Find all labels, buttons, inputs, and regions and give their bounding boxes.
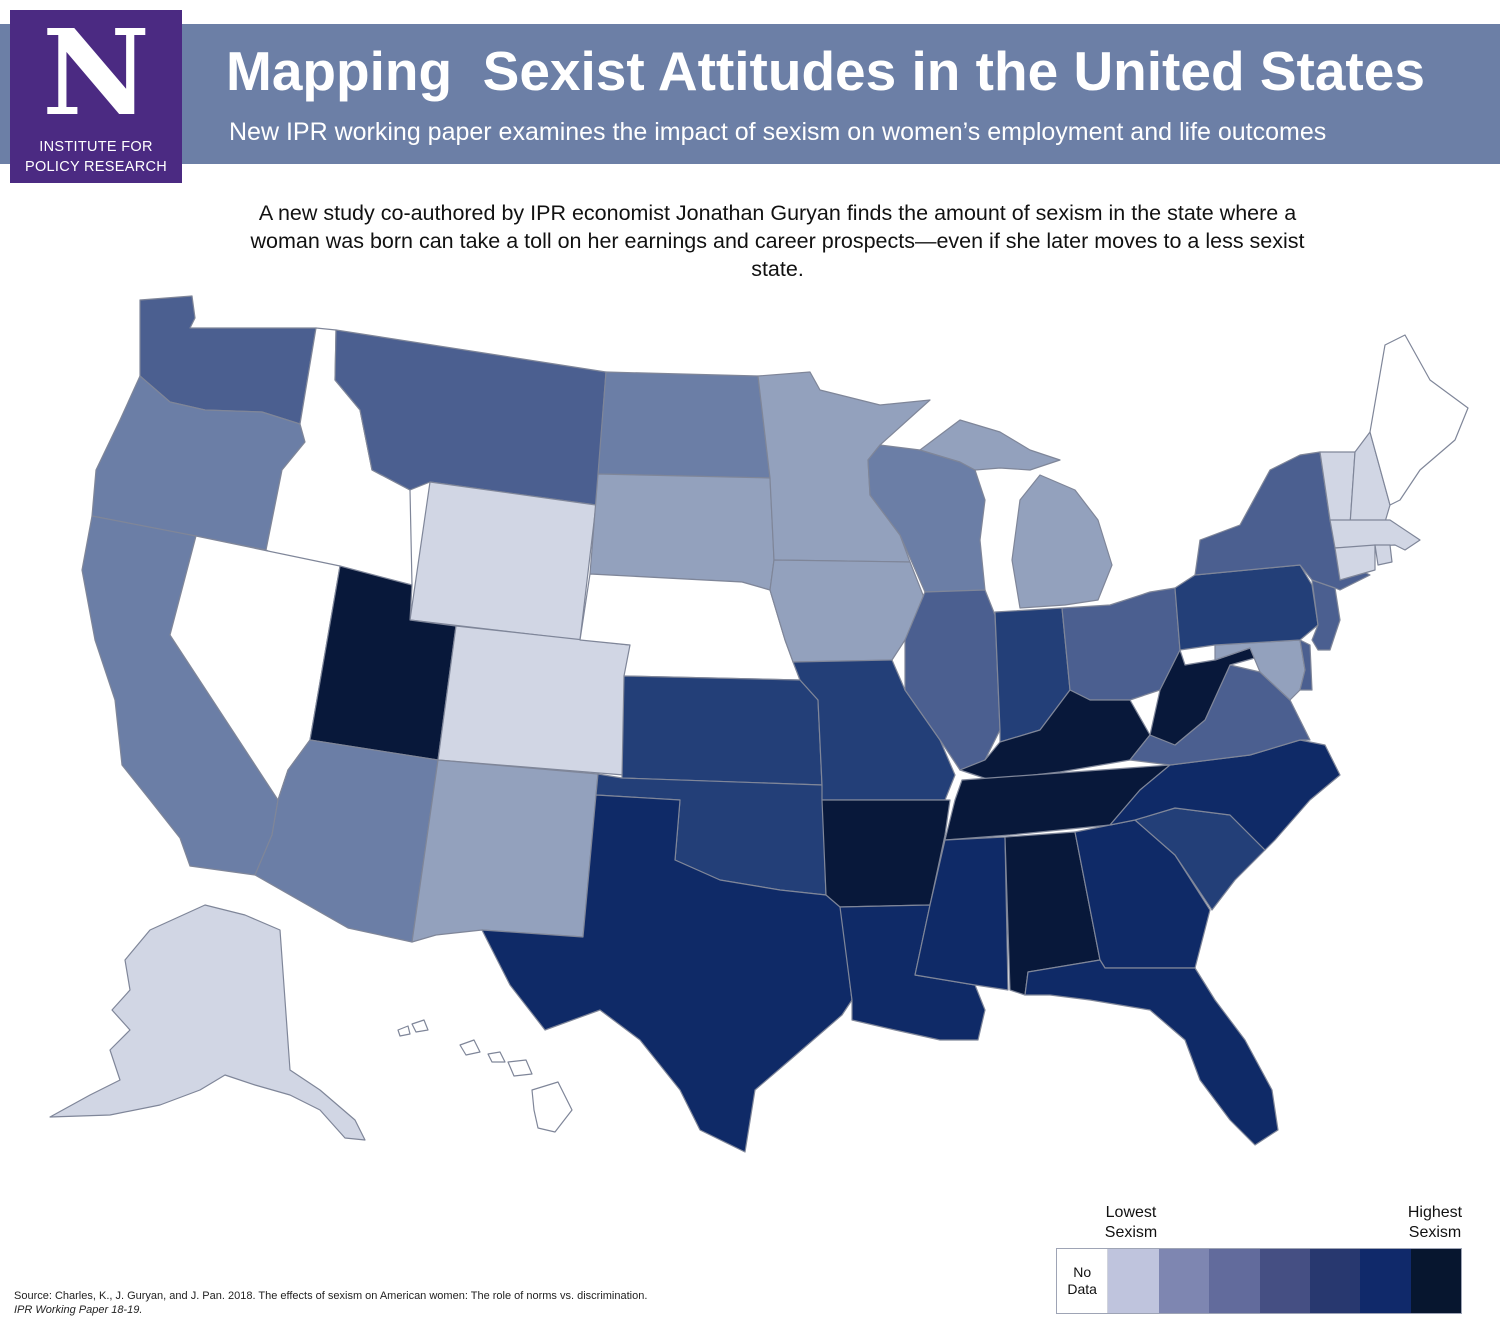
page-title: Mapping Sexist Attitudes in the United S… bbox=[226, 40, 1425, 102]
legend-swatch-6 bbox=[1360, 1249, 1411, 1313]
source-line-1: Source: Charles, K., J. Guryan, and J. P… bbox=[14, 1290, 648, 1302]
source-line-2: IPR Working Paper 18-19. bbox=[14, 1304, 143, 1316]
legend-swatch-7 bbox=[1410, 1249, 1461, 1313]
intro-paragraph: A new study co-authored by IPR economist… bbox=[250, 201, 1305, 281]
state-new-mexico bbox=[411, 759, 599, 943]
page-subtitle: New IPR working paper examines the impac… bbox=[229, 118, 1327, 146]
ipr-logo: N INSTITUTE FOR POLICY RESEARCH bbox=[10, 10, 182, 183]
state-alaska bbox=[49, 904, 366, 1141]
state-ohio bbox=[1061, 587, 1181, 701]
source-citation: Source: Charles, K., J. Guryan, and J. P… bbox=[14, 1289, 914, 1317]
state-colorado bbox=[437, 625, 631, 776]
legend-swatch-no-data: No Data bbox=[1057, 1249, 1109, 1313]
state-maine bbox=[1369, 334, 1469, 506]
state-arkansas bbox=[821, 799, 951, 908]
logo-letter: N bbox=[42, 3, 150, 142]
header-band bbox=[0, 24, 1500, 164]
logo-text-line1: INSTITUTE FOR bbox=[39, 139, 153, 155]
state-south-dakota bbox=[589, 473, 775, 591]
legend-swatch-1 bbox=[1108, 1249, 1159, 1313]
state-florida bbox=[1024, 959, 1279, 1146]
logo-text-line2: POLICY RESEARCH bbox=[24, 159, 168, 175]
legend-swatch-5 bbox=[1309, 1249, 1361, 1313]
state-new-hampshire bbox=[1349, 431, 1391, 526]
legend-swatch-4 bbox=[1259, 1249, 1310, 1313]
state-hawaii bbox=[397, 1019, 573, 1133]
state-texas bbox=[481, 794, 853, 1153]
state-iowa bbox=[769, 559, 926, 663]
state-connecticut bbox=[1334, 544, 1376, 581]
state-north-dakota bbox=[597, 371, 771, 479]
state-delaware bbox=[1299, 639, 1313, 691]
state-wyoming bbox=[409, 481, 597, 641]
legend-swatch-2 bbox=[1158, 1249, 1210, 1313]
legend-highest-label: Highest Sexism bbox=[1407, 1204, 1463, 1241]
state-michigan bbox=[1011, 474, 1113, 609]
legend-color-scale: No Data bbox=[1056, 1248, 1462, 1314]
legend-lowest-label: Lowest Sexism bbox=[1104, 1204, 1158, 1241]
state-michigan-upper-peninsula bbox=[919, 419, 1061, 471]
state-kansas bbox=[621, 675, 823, 786]
state-new-jersey bbox=[1311, 579, 1341, 651]
state-rhode-island bbox=[1374, 544, 1393, 566]
state-pennsylvania bbox=[1174, 564, 1319, 651]
legend-swatch-3 bbox=[1209, 1249, 1260, 1313]
